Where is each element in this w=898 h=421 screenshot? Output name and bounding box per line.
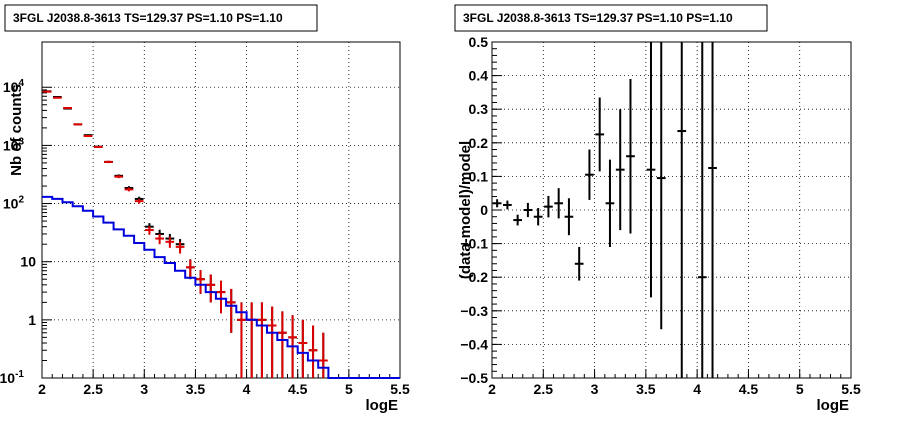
x-tick-label: 4 (693, 381, 701, 397)
y-axis-label: (data-model)/model (457, 141, 474, 279)
y-tick-exponent: 4 (18, 78, 24, 89)
data-point (104, 160, 113, 164)
y-tick-exponent: 2 (18, 195, 24, 206)
y-tick-label: 0.5 (469, 34, 489, 50)
data-point (185, 259, 195, 279)
data-point (93, 145, 103, 148)
x-tick-label: 2 (488, 381, 496, 397)
y-tick-label: 10-1 (0, 369, 24, 386)
data-point (42, 90, 52, 93)
x-tick-label: 5 (796, 381, 804, 397)
x-tick-label: 2.5 (83, 381, 103, 397)
data-point (554, 188, 564, 219)
y-tick-label: 0.2 (469, 135, 489, 151)
data-point (114, 175, 124, 179)
data-point (646, 42, 656, 298)
x-tick-label: 5.5 (390, 381, 410, 397)
model-step-line (42, 195, 400, 379)
data-point (626, 78, 635, 234)
data-point (697, 42, 707, 378)
data-point (216, 280, 226, 314)
x-axis-label: logE (366, 397, 399, 414)
data-point (585, 149, 594, 200)
x-tick-label: 4.5 (288, 381, 308, 397)
x-tick-label: 5 (345, 381, 353, 397)
y-tick-label: 10 (20, 254, 36, 270)
y-tick-exponent: -1 (15, 369, 24, 380)
x-tick-label: 3.5 (186, 381, 206, 397)
data-point (298, 319, 308, 378)
data-point (226, 288, 236, 333)
data-point (595, 97, 605, 172)
x-tick-label: 5.5 (841, 381, 861, 397)
x-tick-label: 3.5 (636, 381, 656, 397)
y-tick-label: −0.2 (460, 269, 488, 285)
y-tick-label: −0.1 (460, 236, 488, 252)
data-point (206, 274, 216, 303)
data-point (605, 159, 615, 247)
data-point (155, 233, 164, 245)
title-box (4, 4, 318, 32)
data-point (544, 195, 553, 218)
y-tick-label: −0.5 (460, 370, 488, 386)
plot-frame (41, 41, 401, 379)
data-point (708, 42, 717, 378)
data-point (677, 42, 687, 378)
x-tick-label: 4 (243, 381, 251, 397)
data-point (564, 198, 574, 236)
y-tick-label: −0.3 (460, 303, 488, 319)
data-point (318, 332, 328, 378)
chart-panel-2: 2 2.5 3 3.5 4 4.5 5 5.5 −0.5 −0.4 −0.3 −0.2 −0.1 0 0.1… (454, 4, 861, 414)
data-point (278, 311, 287, 378)
y-tick-label: 0.3 (469, 101, 489, 117)
data-point (615, 109, 625, 231)
y-tick-label: 1 (28, 312, 36, 328)
data-point (503, 200, 512, 210)
y-tick-label: 102 (3, 195, 25, 212)
data-point (124, 187, 134, 192)
y-tick-label: −0.4 (460, 336, 488, 352)
chart-title: 3FGL J2038.8-3613 TS=129.37 PS=1.10 PS=1… (13, 11, 283, 25)
data-point (83, 135, 93, 138)
x-tick-label: 4.5 (739, 381, 759, 397)
data-point (237, 302, 246, 378)
x-axis-label: logE (817, 397, 850, 414)
y-tick-label: 0 (480, 202, 488, 218)
data-point (513, 214, 523, 226)
data-point (267, 306, 277, 378)
chart-title: 3FGL J2038.8-3613 TS=129.37 PS=1.10 PS=1… (463, 11, 733, 25)
data-point (523, 202, 533, 218)
data-point (196, 269, 205, 294)
data-point (165, 236, 175, 248)
x-tick-label: 2 (38, 381, 46, 397)
data-point (574, 246, 584, 281)
y-tick-label: 0.4 (469, 68, 489, 84)
y-tick-label: 0.1 (469, 168, 489, 184)
data-point (73, 123, 83, 126)
data-point (63, 106, 72, 109)
title-box (454, 4, 768, 32)
data-point (257, 302, 267, 378)
data-point (145, 226, 154, 235)
x-tick-label: 3 (591, 381, 599, 397)
plot-frame (491, 41, 852, 379)
data-point (52, 96, 62, 99)
y-axis-label: Nb of counts (8, 84, 25, 176)
data-point (175, 241, 185, 254)
data-point (308, 325, 318, 378)
data-point (656, 42, 666, 330)
x-tick-label: 3 (140, 381, 148, 397)
data-point (134, 198, 144, 204)
y-tick-exponent: 3 (18, 136, 24, 147)
x-tick-label: 2.5 (534, 381, 554, 397)
data-point (492, 199, 502, 208)
data-point (533, 207, 543, 226)
